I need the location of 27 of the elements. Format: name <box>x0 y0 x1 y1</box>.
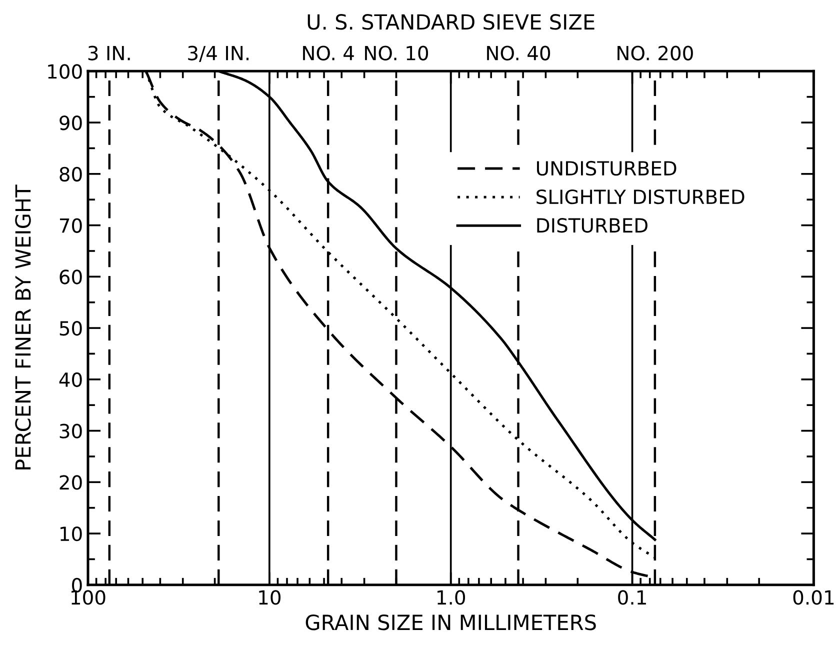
y-tick-label: 10 <box>60 526 82 542</box>
chart-title: U. S. STANDARD SIEVE SIZE <box>308 14 594 30</box>
y-tick-label: 60 <box>60 270 82 284</box>
x-tick-label: 0.1 <box>618 590 646 605</box>
ref-line-label: NO. 10 <box>365 46 428 60</box>
ref-line-label: NO. 4 <box>303 46 354 60</box>
ref-line-label: NO. 200 <box>618 46 693 60</box>
legend-label: UNDISTURBED <box>537 160 676 176</box>
y-tick-label: 70 <box>60 218 82 233</box>
x-tick-label: 10 <box>259 590 280 605</box>
y-tick-label: 40 <box>59 372 82 388</box>
y-tick-label: 20 <box>60 475 82 490</box>
ref-line-label: NO. 40 <box>487 46 550 60</box>
y-tick-label: 50 <box>60 320 82 336</box>
x-tick-label: 100 <box>72 590 106 605</box>
x-tick-label: 1.0 <box>438 590 466 605</box>
legend-label: DISTURBED <box>537 218 648 233</box>
y-tick-label: 100 <box>48 64 82 79</box>
x-tick-label: 0.01 <box>793 590 834 605</box>
legend-label: SLIGHTLY DISTURBED <box>536 189 744 204</box>
ref-line-label: 3/4 IN. <box>188 46 249 62</box>
y-axis-title: PERCENT FINER BY WEIGHT <box>15 184 31 470</box>
x-axis-title: GRAIN SIZE IN MILLIMETERS <box>306 614 596 630</box>
y-tick-label: 30 <box>60 424 82 438</box>
ref-line-label: 3 IN. <box>88 46 130 60</box>
y-tick-label: 90 <box>60 116 82 130</box>
y-tick-label: 80 <box>60 166 82 182</box>
